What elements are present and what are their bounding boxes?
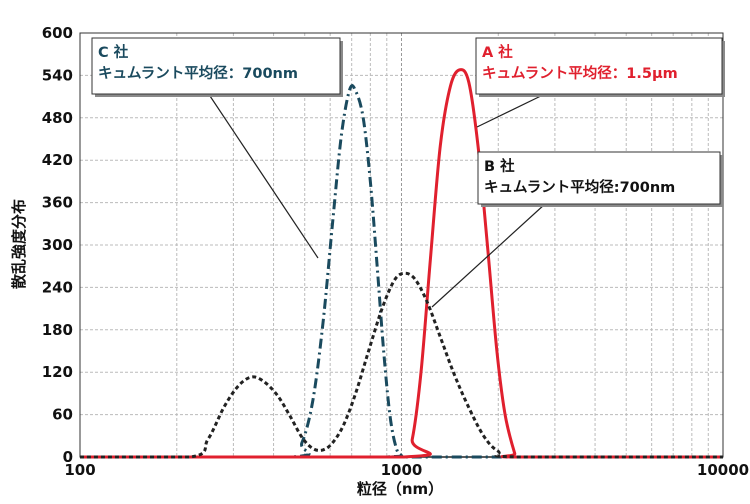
y-tick-labels: 0 60 120 180 240 300 360 420 480 540 600 [42,24,73,466]
annotation-average-label: キュムラント平均径：1.5μm [482,64,678,82]
x-axis-title: 粒径（nm） [357,480,443,498]
annotation-average-label: キュムラント平均径:700nm [484,178,675,196]
series-line-1 [79,83,723,459]
x-tick-labels: 100 1000 10000 [64,461,749,479]
y-tick-label: 300 [42,236,73,254]
annotation-company-label: A 社 [482,43,513,61]
x-tick-label: 10000 [697,461,749,479]
series-line-2 [79,68,723,459]
x-tick-label: 1000 [381,461,423,479]
y-tick-label: 600 [42,24,73,42]
annotation-box [91,37,341,95]
y-tick-label: 0 [63,448,73,466]
annotation-leader-line [431,203,546,308]
annotation-company-label: B 社 [484,157,515,175]
annotation-leader-line [209,95,319,259]
y-tick-label: 60 [52,406,73,424]
series-line-3 [79,271,723,459]
annotation-leader-line [476,92,548,128]
y-tick-label: 480 [42,109,73,127]
y-tick-label: 420 [42,151,73,169]
y-axis-title: 散乱強度分布 [10,199,28,289]
annotation-box [477,151,721,205]
y-tick-label: 360 [42,194,73,212]
grid-lines [80,33,723,457]
annotation-company-label: C 社 [98,43,129,61]
x-tick-label: 100 [64,461,95,479]
annotation-leaders [209,92,548,308]
series-lines [79,68,723,459]
y-tick-label: 540 [42,66,73,84]
annotation-box [475,37,723,95]
y-tick-label: 180 [42,321,73,339]
y-tick-label: 240 [42,278,73,296]
y-tick-label: 120 [42,363,73,381]
annotation-average-label: キュムラント平均径：700nm [98,64,298,82]
